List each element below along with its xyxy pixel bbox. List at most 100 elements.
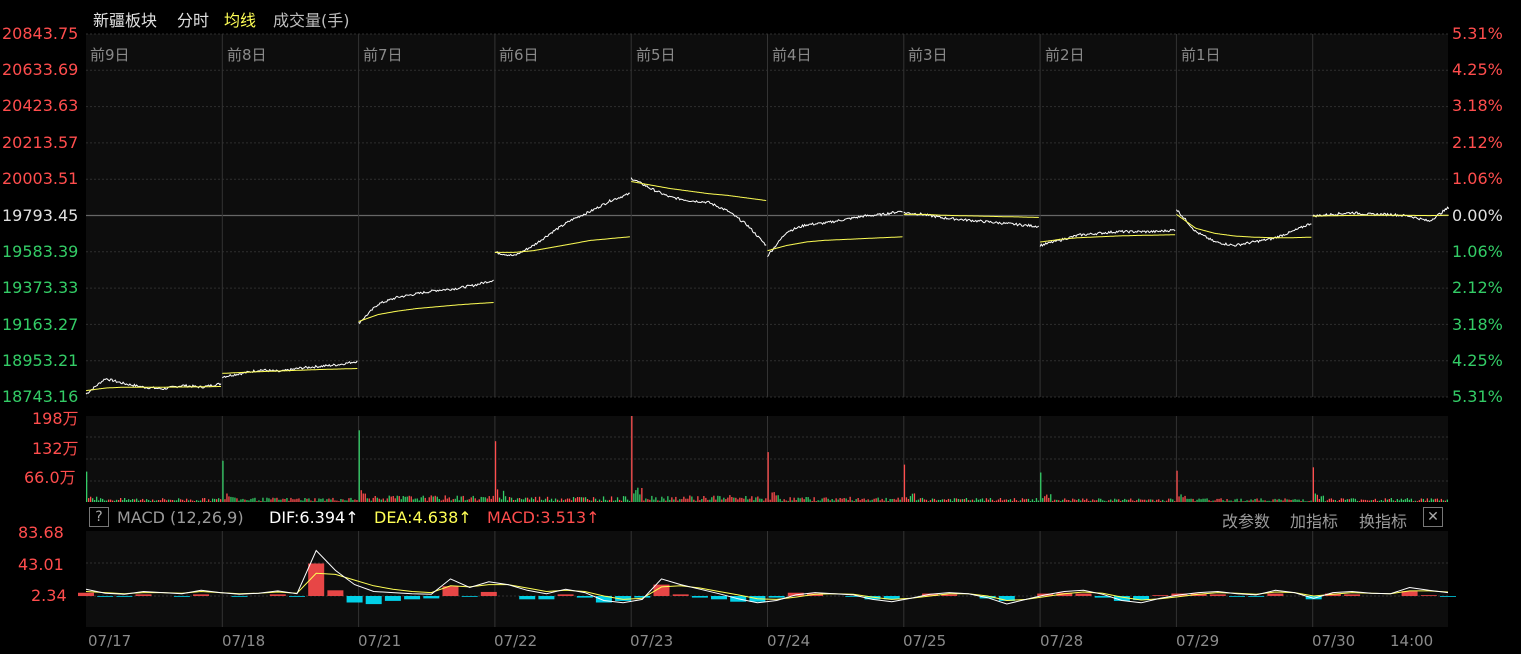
modify-params-button[interactable]: 改参数: [1222, 512, 1271, 531]
volume-bar: [304, 498, 306, 502]
volume-bar: [683, 496, 685, 502]
volume-bar: [414, 498, 416, 502]
avg-line: [1176, 213, 1312, 239]
volume-bar: [620, 500, 623, 502]
volume-bar: [1212, 500, 1214, 502]
volume-bar: [687, 498, 689, 502]
volume-bar: [388, 495, 390, 502]
volume-bar: [90, 496, 92, 502]
sector-title: 新疆板块: [93, 11, 158, 30]
volume-bar: [182, 499, 184, 502]
volume-bar: [1244, 501, 1246, 502]
volume-bar: [606, 500, 609, 502]
volume-bar: [983, 500, 986, 502]
volume-bar: [226, 493, 228, 502]
date-label: 07/25: [903, 632, 947, 650]
add-indicator-button[interactable]: 加指标: [1290, 512, 1339, 531]
volume-bar: [372, 497, 374, 502]
macd-histogram-bar: [1075, 593, 1092, 596]
pct-tick-right: 2.12%: [1452, 133, 1503, 152]
volume-bar: [384, 500, 386, 502]
volume-bar: [637, 487, 639, 502]
volume-bar: [1140, 499, 1142, 502]
volume-bar: [1037, 500, 1040, 502]
volume-bar: [232, 497, 234, 502]
volume-bar: [202, 498, 204, 502]
volume-bar: [330, 499, 332, 502]
volume-bar: [164, 499, 166, 502]
volume-bar: [378, 498, 380, 502]
volume-bar: [939, 500, 942, 502]
volume-bar: [1007, 500, 1010, 502]
volume-bar: [1258, 500, 1260, 502]
date-label: 07/29: [1176, 632, 1220, 650]
volume-bar: [200, 500, 202, 502]
volume-bar: [336, 500, 338, 502]
volume-bar: [1330, 498, 1332, 502]
volume-bar: [1380, 500, 1382, 502]
day-label: 前5日: [636, 46, 676, 64]
volume-bar: [148, 500, 150, 502]
volume-bar: [1146, 500, 1148, 502]
header-bar: 新疆板块 分时 均线 成交量(手): [0, 0, 1521, 34]
volume-bar: [320, 498, 322, 502]
volume-bar: [382, 498, 384, 502]
volume-bar: [592, 497, 595, 502]
macd-name[interactable]: MACD (12,26,9): [117, 508, 244, 527]
switch-indicator-button[interactable]: 换指标: [1359, 512, 1408, 531]
volume-bar: [1444, 500, 1446, 502]
volume-bar: [1358, 501, 1360, 502]
volume-bar: [755, 497, 757, 502]
volume-bar: [1442, 500, 1444, 502]
volume-bar: [246, 500, 248, 502]
volume-bar: [466, 499, 468, 502]
volume-bar: [1308, 501, 1310, 502]
date-label: 07/18: [222, 632, 266, 650]
volume-bar: [418, 500, 420, 502]
help-icon[interactable]: ?: [89, 507, 109, 527]
pct-tick-right: 2.12%: [1452, 278, 1503, 297]
tab-timeshare[interactable]: 分时: [177, 11, 210, 30]
volume-bar: [1078, 498, 1080, 502]
volume-bar: [1136, 500, 1138, 502]
volume-bar: [769, 499, 771, 502]
macd-histogram-bar: [711, 596, 727, 600]
volume-bar: [929, 500, 932, 502]
volume-bar: [1130, 498, 1132, 502]
volume-bar: [889, 499, 891, 502]
volume-bar: [512, 500, 515, 502]
volume-bar: [514, 499, 517, 502]
volume-bar: [1422, 498, 1424, 502]
volume-bar: [965, 498, 968, 502]
volume-bar: [302, 500, 304, 502]
volume-bar: [903, 464, 906, 502]
volume-bar: [1270, 501, 1272, 502]
volume-bar: [713, 495, 715, 502]
macd-histogram-bar: [519, 596, 536, 600]
volume-bar: [1100, 498, 1102, 502]
volume-bar: [805, 497, 807, 502]
macd-histogram-bar: [998, 596, 1015, 601]
volume-bar: [236, 498, 238, 502]
volume-bar: [1424, 500, 1426, 502]
volume-bar: [1348, 499, 1350, 502]
volume-bar: [1272, 499, 1274, 502]
volume-bar: [608, 499, 611, 502]
close-icon[interactable]: ✕: [1423, 507, 1443, 527]
volume-bar: [709, 499, 711, 502]
volume-bar: [1190, 498, 1192, 502]
volume-bar: [665, 500, 667, 502]
volume-bar: [1202, 498, 1204, 502]
macd-histogram-bar: [423, 596, 440, 599]
volume-bar: [538, 496, 541, 502]
volume-bar: [783, 499, 785, 502]
volume-bar: [1416, 501, 1418, 502]
volume-bar: [350, 497, 352, 502]
pct-tick-right: 1.06%: [1452, 242, 1503, 261]
volume-bar: [546, 496, 549, 502]
volume-bar: [1248, 500, 1250, 502]
macd-tick: 2.34: [31, 586, 67, 605]
volume-bar: [582, 497, 585, 502]
volume-bar: [348, 498, 350, 502]
tab-avg-line[interactable]: 均线: [224, 11, 257, 30]
